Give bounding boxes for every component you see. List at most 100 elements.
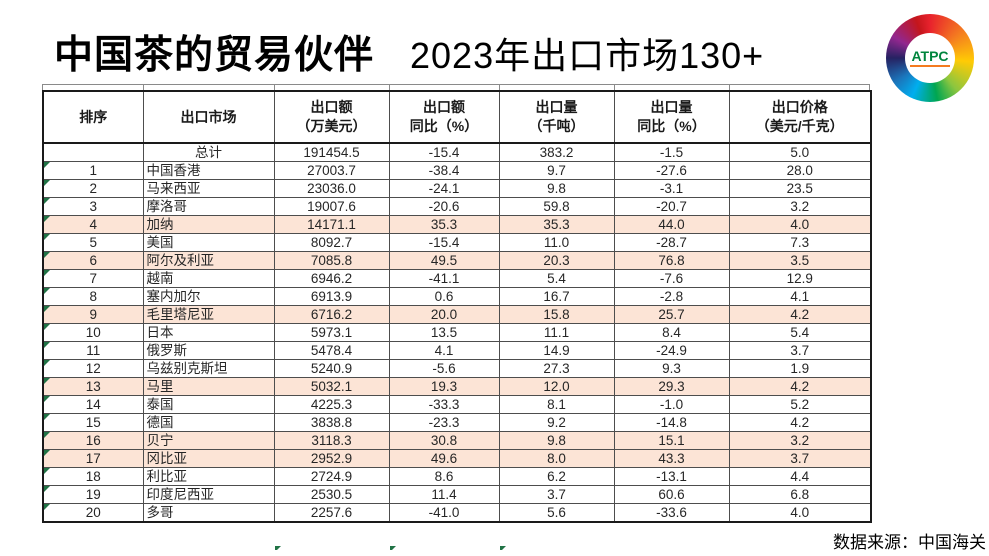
table-header: 排序 出口市场 出口额 （万美元） 出口额 同比（%） 出口量 （千吨） xyxy=(42,90,872,144)
page-title: 中国茶的贸易伙伴 2023年出口市场130+ xyxy=(54,24,764,80)
cell-value: 5.0 xyxy=(728,142,872,162)
cell-value: 2952.9 xyxy=(273,449,390,468)
cell-value: -7.6 xyxy=(613,269,730,288)
table-row: 1 中国香港 27003.7 -38.4 9.7 -27.6 28.0 xyxy=(42,161,872,180)
cell-value: 11.1 xyxy=(498,323,615,342)
header-line: （万美元） xyxy=(296,118,367,134)
header-line: 出口量 xyxy=(650,99,693,115)
cell-value: 4.1 xyxy=(728,287,872,306)
green-flag-icon xyxy=(44,342,50,348)
green-flag-icon xyxy=(44,468,50,474)
cell-market: 俄罗斯 xyxy=(142,341,275,360)
cell-value: -20.6 xyxy=(388,197,500,216)
green-flag-icon xyxy=(44,216,50,222)
cell-value: -24.9 xyxy=(613,341,730,360)
cell-value: 15.8 xyxy=(498,305,615,324)
cell-rank: 17 xyxy=(42,449,144,468)
cell-value: 60.6 xyxy=(613,485,730,504)
cell-value: 5240.9 xyxy=(273,359,390,378)
page-title-sub: 2023年出口市场130+ xyxy=(410,35,765,76)
cell-value: 6716.2 xyxy=(273,305,390,324)
cell-value: 20.3 xyxy=(498,251,615,270)
cell-value: -15.4 xyxy=(388,142,500,162)
cell-value: -5.6 xyxy=(388,359,500,378)
cell-value: 4.2 xyxy=(728,305,872,324)
cell-rank: 15 xyxy=(42,413,144,432)
header-line: 出口额 xyxy=(310,99,353,115)
table-row: 5 美国 8092.7 -15.4 11.0 -28.7 7.3 xyxy=(42,233,872,252)
cell-value: 3.2 xyxy=(728,431,872,450)
cell-value: 19.3 xyxy=(388,377,500,396)
cell-value: -41.1 xyxy=(388,269,500,288)
cell-rank: 11 xyxy=(42,341,144,360)
cell-value: 35.3 xyxy=(498,215,615,234)
cell-value: 14171.1 xyxy=(273,215,390,234)
table-row: 15 德国 3838.8 -23.3 9.2 -14.8 4.2 xyxy=(42,413,872,432)
cell-value: -24.1 xyxy=(388,179,500,198)
cell-market: 利比亚 xyxy=(142,467,275,486)
column-header-export-value: 出口额 （万美元） xyxy=(273,90,390,144)
cell-value: 44.0 xyxy=(613,215,730,234)
logo-center: ATPC xyxy=(905,33,955,83)
cell-value: -3.1 xyxy=(613,179,730,198)
green-flag-icon xyxy=(44,162,50,168)
cell-market: 乌兹别克斯坦 xyxy=(142,359,275,378)
cell-market: 总计 xyxy=(142,142,275,162)
cell-value: 59.8 xyxy=(498,197,615,216)
cell-rank: 18 xyxy=(42,467,144,486)
cell-value: 43.3 xyxy=(613,449,730,468)
cell-value: -28.7 xyxy=(613,233,730,252)
cell-value: 8.4 xyxy=(613,323,730,342)
cell-value: 2724.9 xyxy=(273,467,390,486)
table-header-row: 排序 出口市场 出口额 （万美元） 出口额 同比（%） 出口量 （千吨） xyxy=(42,90,872,144)
cell-value: 191454.5 xyxy=(273,142,390,162)
cell-value: 19007.6 xyxy=(273,197,390,216)
cell-market: 德国 xyxy=(142,413,275,432)
cell-market: 阿尔及利亚 xyxy=(142,251,275,270)
cell-value: 4.4 xyxy=(728,467,872,486)
cell-value: 5.6 xyxy=(498,503,615,523)
cell-value: 5.2 xyxy=(728,395,872,414)
table-row: 10 日本 5973.1 13.5 11.1 8.4 5.4 xyxy=(42,323,872,342)
column-header-market: 出口市场 xyxy=(142,90,275,144)
cell-value: 23036.0 xyxy=(273,179,390,198)
cell-market: 毛里塔尼亚 xyxy=(142,305,275,324)
green-flag-icon xyxy=(275,546,281,550)
table-row: 17 冈比亚 2952.9 49.6 8.0 43.3 3.7 xyxy=(42,449,872,468)
cell-rank xyxy=(42,142,144,162)
cell-market: 贝宁 xyxy=(142,431,275,450)
cell-value: 7.3 xyxy=(728,233,872,252)
cell-value: 383.2 xyxy=(498,142,615,162)
table-top-sliver xyxy=(42,84,870,91)
cell-value: 4.0 xyxy=(728,215,872,234)
green-flag-icon xyxy=(500,546,506,550)
cell-rank: 9 xyxy=(42,305,144,324)
green-flag-icon xyxy=(44,414,50,420)
cell-value: 9.3 xyxy=(613,359,730,378)
cell-value: 5973.1 xyxy=(273,323,390,342)
cell-value: 9.8 xyxy=(498,179,615,198)
header-line: 出口量 xyxy=(535,99,578,115)
cell-value: 13.5 xyxy=(388,323,500,342)
green-flag-icon xyxy=(44,324,50,330)
table-row: 12 乌兹别克斯坦 5240.9 -5.6 27.3 9.3 1.9 xyxy=(42,359,872,378)
cell-value: 4.2 xyxy=(728,413,872,432)
green-flag-icon xyxy=(44,306,50,312)
cell-value: 0.6 xyxy=(388,287,500,306)
cell-value: 4.2 xyxy=(728,377,872,396)
cell-value: -13.1 xyxy=(613,467,730,486)
table-row: 20 多哥 2257.6 -41.0 5.6 -33.6 4.0 xyxy=(42,503,872,523)
header-line: 同比（%） xyxy=(637,118,706,134)
column-header-export-volume: 出口量 （千吨） xyxy=(498,90,615,144)
column-header-export-price: 出口价格 （美元/千克） xyxy=(728,90,872,144)
cell-value: 3.2 xyxy=(728,197,872,216)
green-flag-icon xyxy=(44,180,50,186)
cell-value: 6946.2 xyxy=(273,269,390,288)
header-line: （美元/千克） xyxy=(755,118,844,134)
cell-value: 12.9 xyxy=(728,269,872,288)
cell-value: 49.6 xyxy=(388,449,500,468)
cell-value: 30.8 xyxy=(388,431,500,450)
cell-rank: 8 xyxy=(42,287,144,306)
cell-market: 塞内加尔 xyxy=(142,287,275,306)
